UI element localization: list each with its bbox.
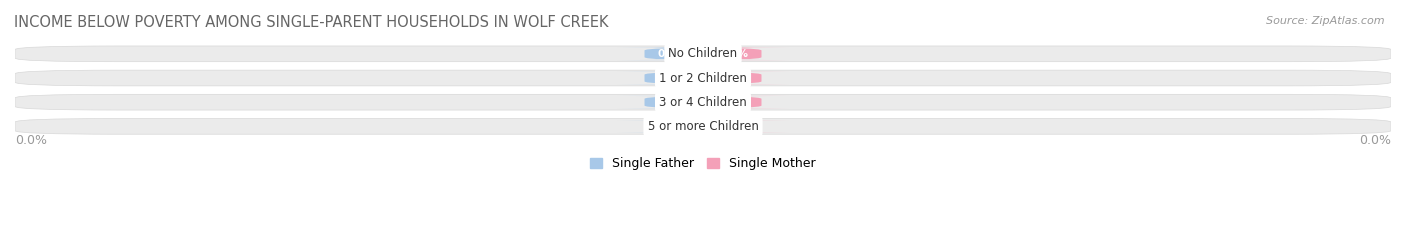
Text: 0.0%: 0.0% xyxy=(658,73,686,83)
FancyBboxPatch shape xyxy=(679,120,789,133)
Text: 0.0%: 0.0% xyxy=(1360,134,1391,147)
FancyBboxPatch shape xyxy=(15,94,1391,110)
Text: INCOME BELOW POVERTY AMONG SINGLE-PARENT HOUSEHOLDS IN WOLF CREEK: INCOME BELOW POVERTY AMONG SINGLE-PARENT… xyxy=(14,15,609,30)
FancyBboxPatch shape xyxy=(679,48,789,60)
FancyBboxPatch shape xyxy=(617,96,727,109)
FancyBboxPatch shape xyxy=(679,72,789,84)
Text: 3 or 4 Children: 3 or 4 Children xyxy=(659,96,747,109)
Text: Source: ZipAtlas.com: Source: ZipAtlas.com xyxy=(1267,16,1385,26)
FancyBboxPatch shape xyxy=(15,119,1391,134)
Legend: Single Father, Single Mother: Single Father, Single Mother xyxy=(585,152,821,175)
Text: 0.0%: 0.0% xyxy=(658,49,686,59)
FancyBboxPatch shape xyxy=(15,46,1391,62)
Text: 5 or more Children: 5 or more Children xyxy=(648,120,758,133)
Text: 0.0%: 0.0% xyxy=(720,121,748,131)
FancyBboxPatch shape xyxy=(15,70,1391,86)
Text: 1 or 2 Children: 1 or 2 Children xyxy=(659,72,747,85)
Text: No Children: No Children xyxy=(668,47,738,60)
FancyBboxPatch shape xyxy=(617,48,727,60)
Text: 0.0%: 0.0% xyxy=(720,97,748,107)
FancyBboxPatch shape xyxy=(617,72,727,84)
FancyBboxPatch shape xyxy=(679,96,789,109)
Text: 0.0%: 0.0% xyxy=(15,134,46,147)
FancyBboxPatch shape xyxy=(617,120,727,133)
Text: 0.0%: 0.0% xyxy=(658,121,686,131)
Text: 0.0%: 0.0% xyxy=(720,73,748,83)
Text: 0.0%: 0.0% xyxy=(720,49,748,59)
Text: 0.0%: 0.0% xyxy=(658,97,686,107)
